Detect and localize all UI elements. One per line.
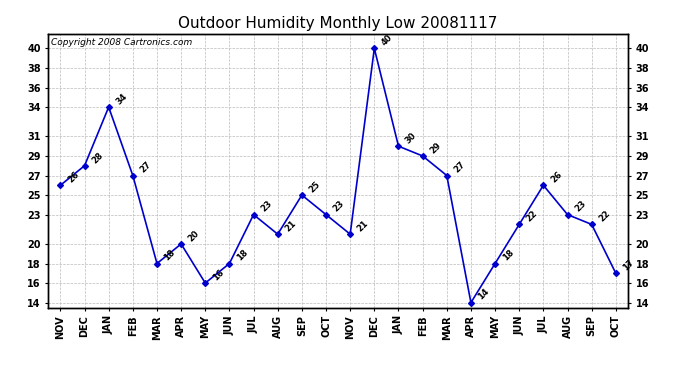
Text: 18: 18 [235, 248, 250, 263]
Text: 27: 27 [453, 160, 467, 175]
Text: 30: 30 [404, 131, 419, 146]
Text: 23: 23 [259, 199, 274, 214]
Text: 26: 26 [549, 170, 564, 184]
Text: 34: 34 [115, 92, 129, 106]
Title: Outdoor Humidity Monthly Low 20081117: Outdoor Humidity Monthly Low 20081117 [179, 16, 497, 31]
Text: 25: 25 [308, 180, 322, 194]
Text: 23: 23 [332, 199, 346, 214]
Text: 28: 28 [90, 150, 105, 165]
Text: 14: 14 [477, 287, 491, 302]
Text: 18: 18 [501, 248, 515, 263]
Text: Copyright 2008 Cartronics.com: Copyright 2008 Cartronics.com [51, 38, 193, 47]
Text: 40: 40 [380, 33, 395, 48]
Text: 17: 17 [622, 258, 636, 273]
Text: 20: 20 [187, 229, 201, 243]
Text: 22: 22 [525, 209, 540, 224]
Text: 21: 21 [356, 219, 371, 233]
Text: 29: 29 [428, 141, 443, 155]
Text: 21: 21 [284, 219, 298, 233]
Text: 27: 27 [139, 160, 153, 175]
Text: 18: 18 [163, 248, 177, 263]
Text: 26: 26 [66, 170, 81, 184]
Text: 22: 22 [598, 209, 612, 224]
Text: 16: 16 [211, 268, 226, 282]
Text: 23: 23 [573, 199, 588, 214]
